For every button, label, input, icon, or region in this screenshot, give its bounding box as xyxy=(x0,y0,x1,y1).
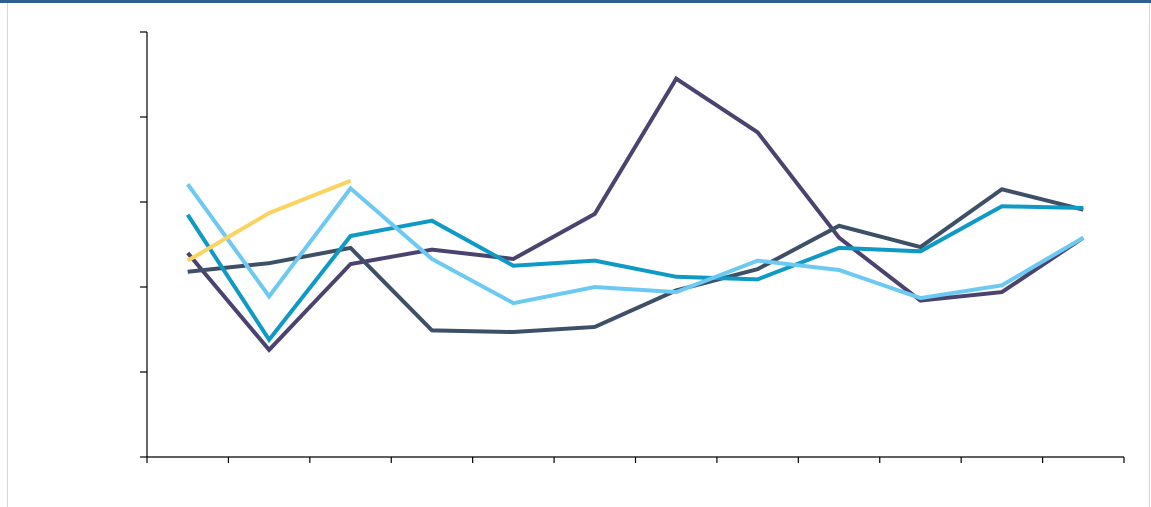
series-line xyxy=(187,187,1084,335)
top-bar xyxy=(0,0,1151,3)
series-line xyxy=(186,204,1084,344)
series-line xyxy=(186,182,1085,306)
series-line xyxy=(186,75,1085,353)
panel xyxy=(7,3,1150,507)
series-line xyxy=(186,178,352,263)
